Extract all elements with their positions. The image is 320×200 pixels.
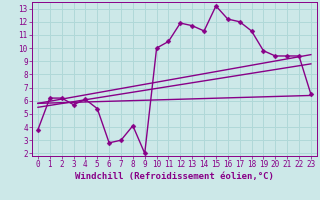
- X-axis label: Windchill (Refroidissement éolien,°C): Windchill (Refroidissement éolien,°C): [75, 172, 274, 181]
